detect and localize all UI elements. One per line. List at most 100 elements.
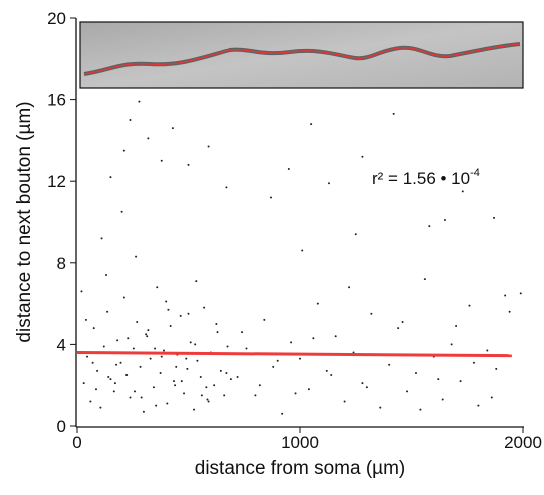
point [223,394,226,397]
point [290,341,293,344]
point [112,390,115,393]
point [450,343,453,346]
point [254,394,257,397]
point [213,384,216,387]
point [490,396,493,399]
point [147,137,150,140]
point [116,339,119,342]
point [109,176,112,179]
point [219,369,222,372]
point [129,396,132,399]
point [104,274,107,277]
point [327,182,330,185]
point [82,382,85,385]
point [127,337,130,340]
point [96,369,99,372]
point [419,408,422,411]
point [185,357,188,360]
point [179,314,182,317]
point [142,410,145,413]
point [166,402,169,405]
point [477,404,480,407]
point [138,100,141,103]
point [175,365,178,368]
point [203,306,206,309]
y-tick-label: 12 [47,172,66,191]
point [301,249,304,252]
point [174,384,177,387]
point [167,308,170,311]
point [312,337,315,340]
point [106,310,109,313]
y-tick-label: 16 [47,91,66,110]
x-tick-label: 0 [72,433,81,452]
point [437,378,440,381]
annotation: r² = 1.56 • 10-4 [372,167,480,188]
point [160,159,163,162]
point [160,355,163,358]
point [129,119,132,121]
point [154,347,157,350]
annotation-text: r² = 1.56 • 10 [372,169,470,188]
x-tick-label: 1000 [281,433,319,452]
point [245,347,248,350]
point [91,361,94,364]
y-tick-label: 8 [57,254,66,273]
point [272,365,275,368]
point [361,155,364,158]
point [225,371,228,374]
point [226,345,229,348]
point [183,392,186,395]
point [113,382,116,385]
point [365,386,368,389]
point [276,359,279,362]
point [287,167,290,170]
point [155,404,158,407]
point [401,320,404,323]
point [472,361,475,364]
point [310,123,313,126]
point [215,323,218,325]
point [348,286,351,289]
x-tick-label: 2000 [504,433,542,452]
point [115,363,118,366]
point [493,216,496,219]
point [189,341,192,344]
point [428,225,431,228]
point [171,127,174,130]
point [80,290,83,293]
point [294,392,297,395]
point [307,388,310,391]
y-tick-label: 20 [47,9,66,28]
point [225,186,228,189]
point [187,163,190,166]
fit-line [76,351,512,358]
point [125,374,128,376]
point [152,386,155,389]
point [207,400,210,403]
point [173,380,176,383]
point [343,400,346,403]
annotation-superscript: -4 [470,167,480,179]
point [132,347,135,350]
point [316,302,319,305]
point [139,365,142,368]
point [299,357,301,360]
point [397,327,400,330]
point [109,378,112,381]
point [441,398,444,401]
point [229,378,232,381]
point [187,312,190,315]
point [330,374,333,376]
point [370,312,373,315]
point [468,304,471,307]
point [486,349,489,352]
point [354,233,357,236]
point [162,349,165,352]
point [145,333,148,336]
point [102,345,105,348]
point [94,388,97,391]
point [147,329,150,332]
point [270,196,273,199]
